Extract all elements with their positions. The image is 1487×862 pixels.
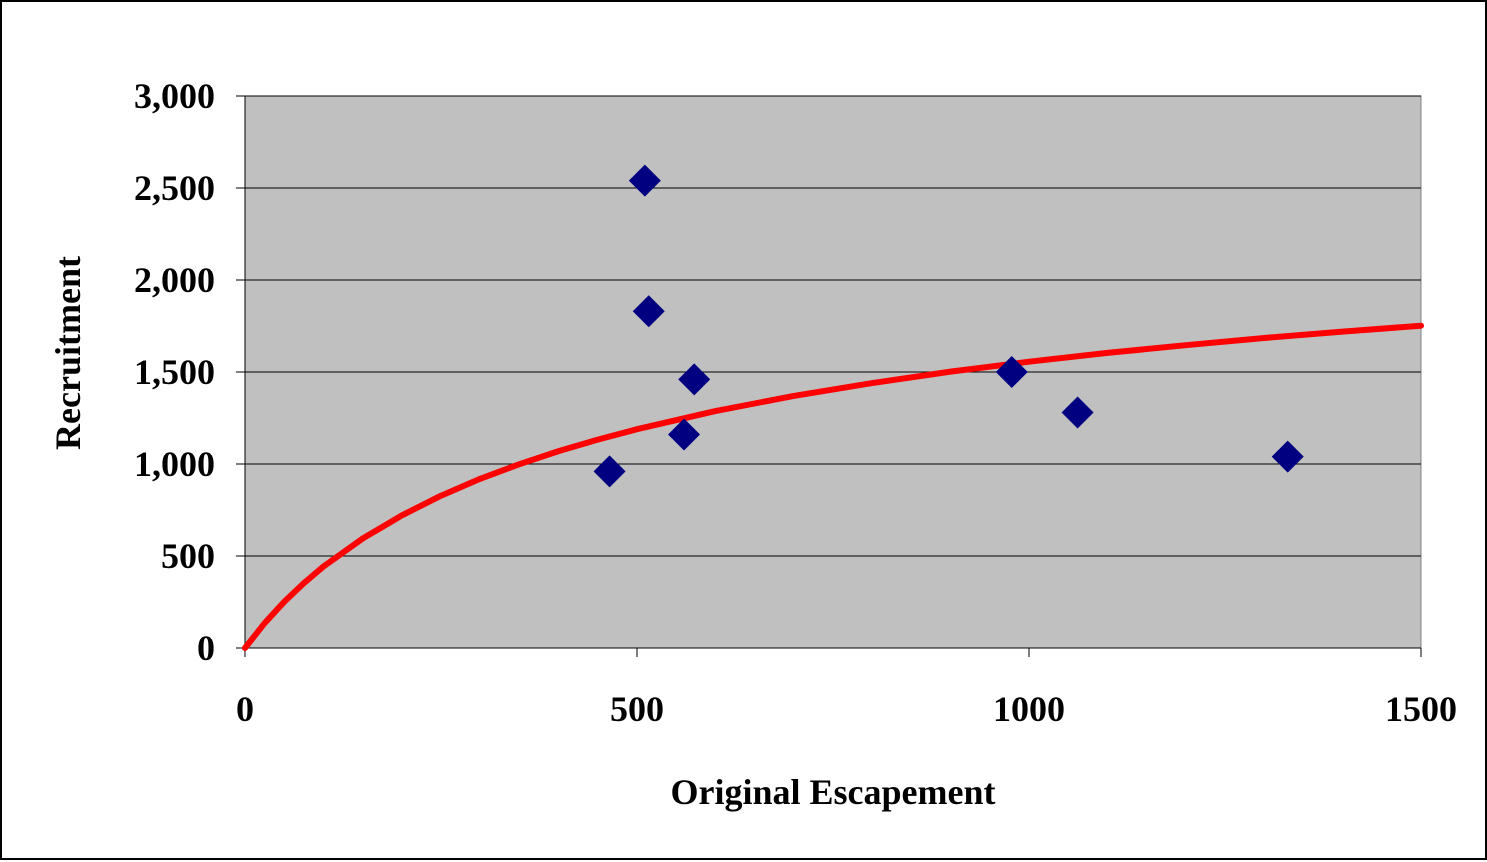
y-axis-tick-labels: 0 500 1,000 1,500 2,000 2,500 3,000: [134, 76, 215, 668]
data-point-marker: [593, 455, 626, 488]
x-axis-tick-labels: 0 500 1000 1500: [236, 689, 1457, 729]
x-tick-label: 500: [610, 689, 664, 729]
axes: [236, 95, 1422, 657]
data-point-marker: [1271, 440, 1304, 473]
data-point-marker: [995, 356, 1028, 388]
y-tick-label: 1,500: [134, 352, 215, 392]
gridlines: [245, 95, 1421, 557]
y-tick-label: 0: [197, 628, 215, 668]
fit-curve: [242, 322, 1424, 651]
data-point-marker: [678, 363, 711, 396]
data-point-marker: [632, 295, 665, 328]
y-tick-label: 500: [161, 536, 215, 576]
y-tick-label: 1,000: [134, 444, 215, 484]
x-tick-label: 0: [236, 689, 254, 729]
y-axis-title: Recruitment: [48, 256, 88, 450]
x-tick-label: 1000: [993, 689, 1065, 729]
y-tick-label: 3,000: [134, 76, 215, 116]
x-tick-label: 1500: [1385, 689, 1457, 729]
data-point-marker: [628, 164, 661, 197]
data-points: [593, 164, 1304, 488]
data-point-marker: [1061, 396, 1094, 429]
x-axis-title: Original Escapement: [671, 772, 996, 812]
y-tick-label: 2,500: [134, 168, 215, 208]
data-point-marker: [668, 418, 701, 451]
y-tick-label: 2,000: [134, 260, 215, 300]
fit-curve-layer: [242, 322, 1424, 651]
